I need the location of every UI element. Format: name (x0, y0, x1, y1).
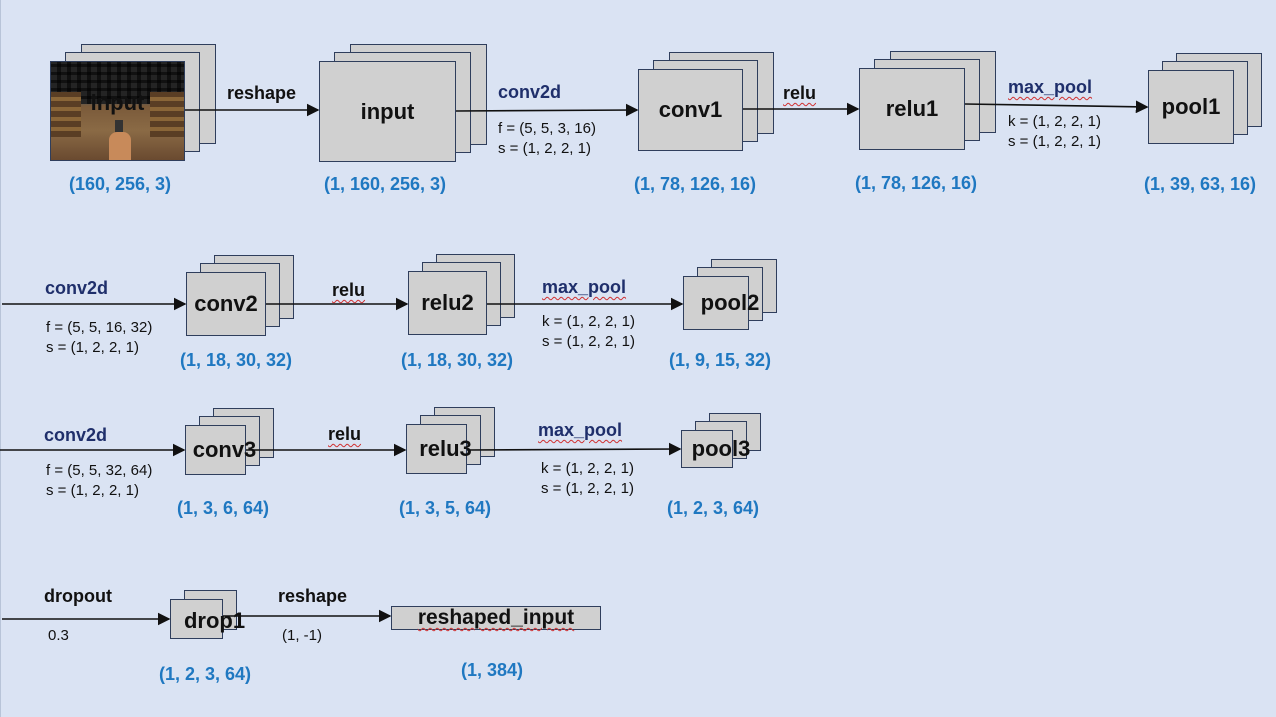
reshaped_input-label: reshaped_input (417, 606, 575, 629)
pool2-box (683, 276, 749, 330)
relu1-box (859, 68, 965, 150)
op-param-relu3-to-pool3-1: s = (1, 2, 2, 1) (541, 480, 634, 497)
op-label-conv1-to-relu1: relu (783, 83, 817, 103)
op-param-relu1-to-pool1-1: s = (1, 2, 2, 1) (1008, 133, 1101, 150)
arrow-relu3-to-pool3 (466, 442, 682, 456)
op-param-input-to-conv1-1: s = (1, 2, 2, 1) (498, 140, 591, 157)
drop1-box (170, 599, 223, 639)
conv1-box (638, 69, 743, 151)
arrow-relu1-to-pool1 (964, 100, 1149, 114)
relu3-shape: (1, 3, 5, 64) (398, 498, 492, 518)
op-param-pool3-to-drop1-0: 0.3 (48, 627, 69, 644)
conv1-label: conv1 (658, 97, 723, 122)
reshaped_input-shape: (1, 384) (460, 660, 524, 680)
op-param-relu2-to-pool2-1: s = (1, 2, 2, 1) (542, 333, 635, 350)
op-param-pool2-to-conv3-0: f = (5, 5, 32, 64) (46, 462, 153, 479)
pool1-shape: (1, 39, 63, 16) (1143, 174, 1257, 194)
relu2-shape: (1, 18, 30, 32) (400, 350, 514, 370)
input_image-shape: (160, 256, 3) (68, 174, 172, 194)
conv2-shape: (1, 18, 30, 32) (179, 350, 293, 370)
conv2-box (186, 272, 266, 336)
relu2-label: relu2 (421, 290, 474, 315)
drop1-label: drop1 (183, 608, 246, 633)
conv1-shape: (1, 78, 126, 16) (633, 174, 757, 194)
relu3-label: relu3 (419, 436, 472, 461)
conv2-label: conv2 (194, 291, 258, 316)
pool3-shape: (1, 2, 3, 64) (666, 498, 760, 518)
op-label-input-to-conv1: conv2d (498, 82, 562, 102)
op-param-input-to-conv1-0: f = (5, 5, 3, 16) (498, 120, 596, 137)
input_image-label: input (90, 90, 145, 115)
arrow-input-to-conv1 (455, 103, 639, 117)
op-param-drop1-to-reshaped_input-0: (1, -1) (282, 627, 323, 644)
op-label-pool3-to-drop1: dropout (44, 586, 112, 606)
op-param-relu2-to-pool2-0: k = (1, 2, 2, 1) (542, 313, 635, 330)
pool2-label: pool2 (700, 290, 760, 315)
op-label-relu3-to-pool3: max_pool (538, 420, 623, 440)
op-label-relu1-to-pool1: max_pool (1008, 77, 1093, 97)
op-label-conv3-to-relu3: relu (328, 424, 362, 444)
op-label-conv2-to-relu2: relu (332, 280, 366, 300)
reshaped_input-box (391, 606, 601, 630)
op-label-pool2-to-conv3: conv2d (44, 425, 108, 445)
conv3-box (185, 425, 246, 475)
input-label: input (360, 98, 415, 124)
op-label-drop1-to-reshaped_input: reshape (278, 586, 348, 606)
conv3-shape: (1, 3, 6, 64) (176, 498, 270, 518)
op-param-relu1-to-pool1-0: k = (1, 2, 2, 1) (1008, 113, 1101, 130)
pool1-label: pool1 (1161, 94, 1221, 119)
pool1-box (1148, 70, 1234, 144)
drop1-shape: (1, 2, 3, 64) (158, 664, 252, 684)
op-label-pool1-to-conv2: conv2d (45, 278, 109, 298)
op-param-relu3-to-pool3-0: k = (1, 2, 2, 1) (541, 460, 634, 477)
relu1-shape: (1, 78, 126, 16) (854, 173, 978, 193)
input-shape: (1, 160, 256, 3) (323, 174, 447, 194)
op-param-pool1-to-conv2-1: s = (1, 2, 2, 1) (46, 339, 139, 356)
op-label-relu2-to-pool2: max_pool (542, 277, 627, 297)
pool3-label: pool3 (691, 436, 751, 461)
op-param-pool1-to-conv2-0: f = (5, 5, 16, 32) (46, 319, 153, 336)
op-param-pool2-to-conv3-1: s = (1, 2, 2, 1) (46, 482, 139, 499)
conv3-label: conv3 (192, 437, 257, 462)
doom-screenshot-icon (50, 61, 185, 161)
relu2-box (408, 271, 487, 335)
pool2-shape: (1, 9, 15, 32) (668, 350, 772, 370)
left-edge-divider (0, 0, 1, 717)
op-label-input_image-to-input: reshape (227, 83, 297, 103)
relu1-label: relu1 (885, 96, 939, 121)
input-box (319, 61, 456, 162)
